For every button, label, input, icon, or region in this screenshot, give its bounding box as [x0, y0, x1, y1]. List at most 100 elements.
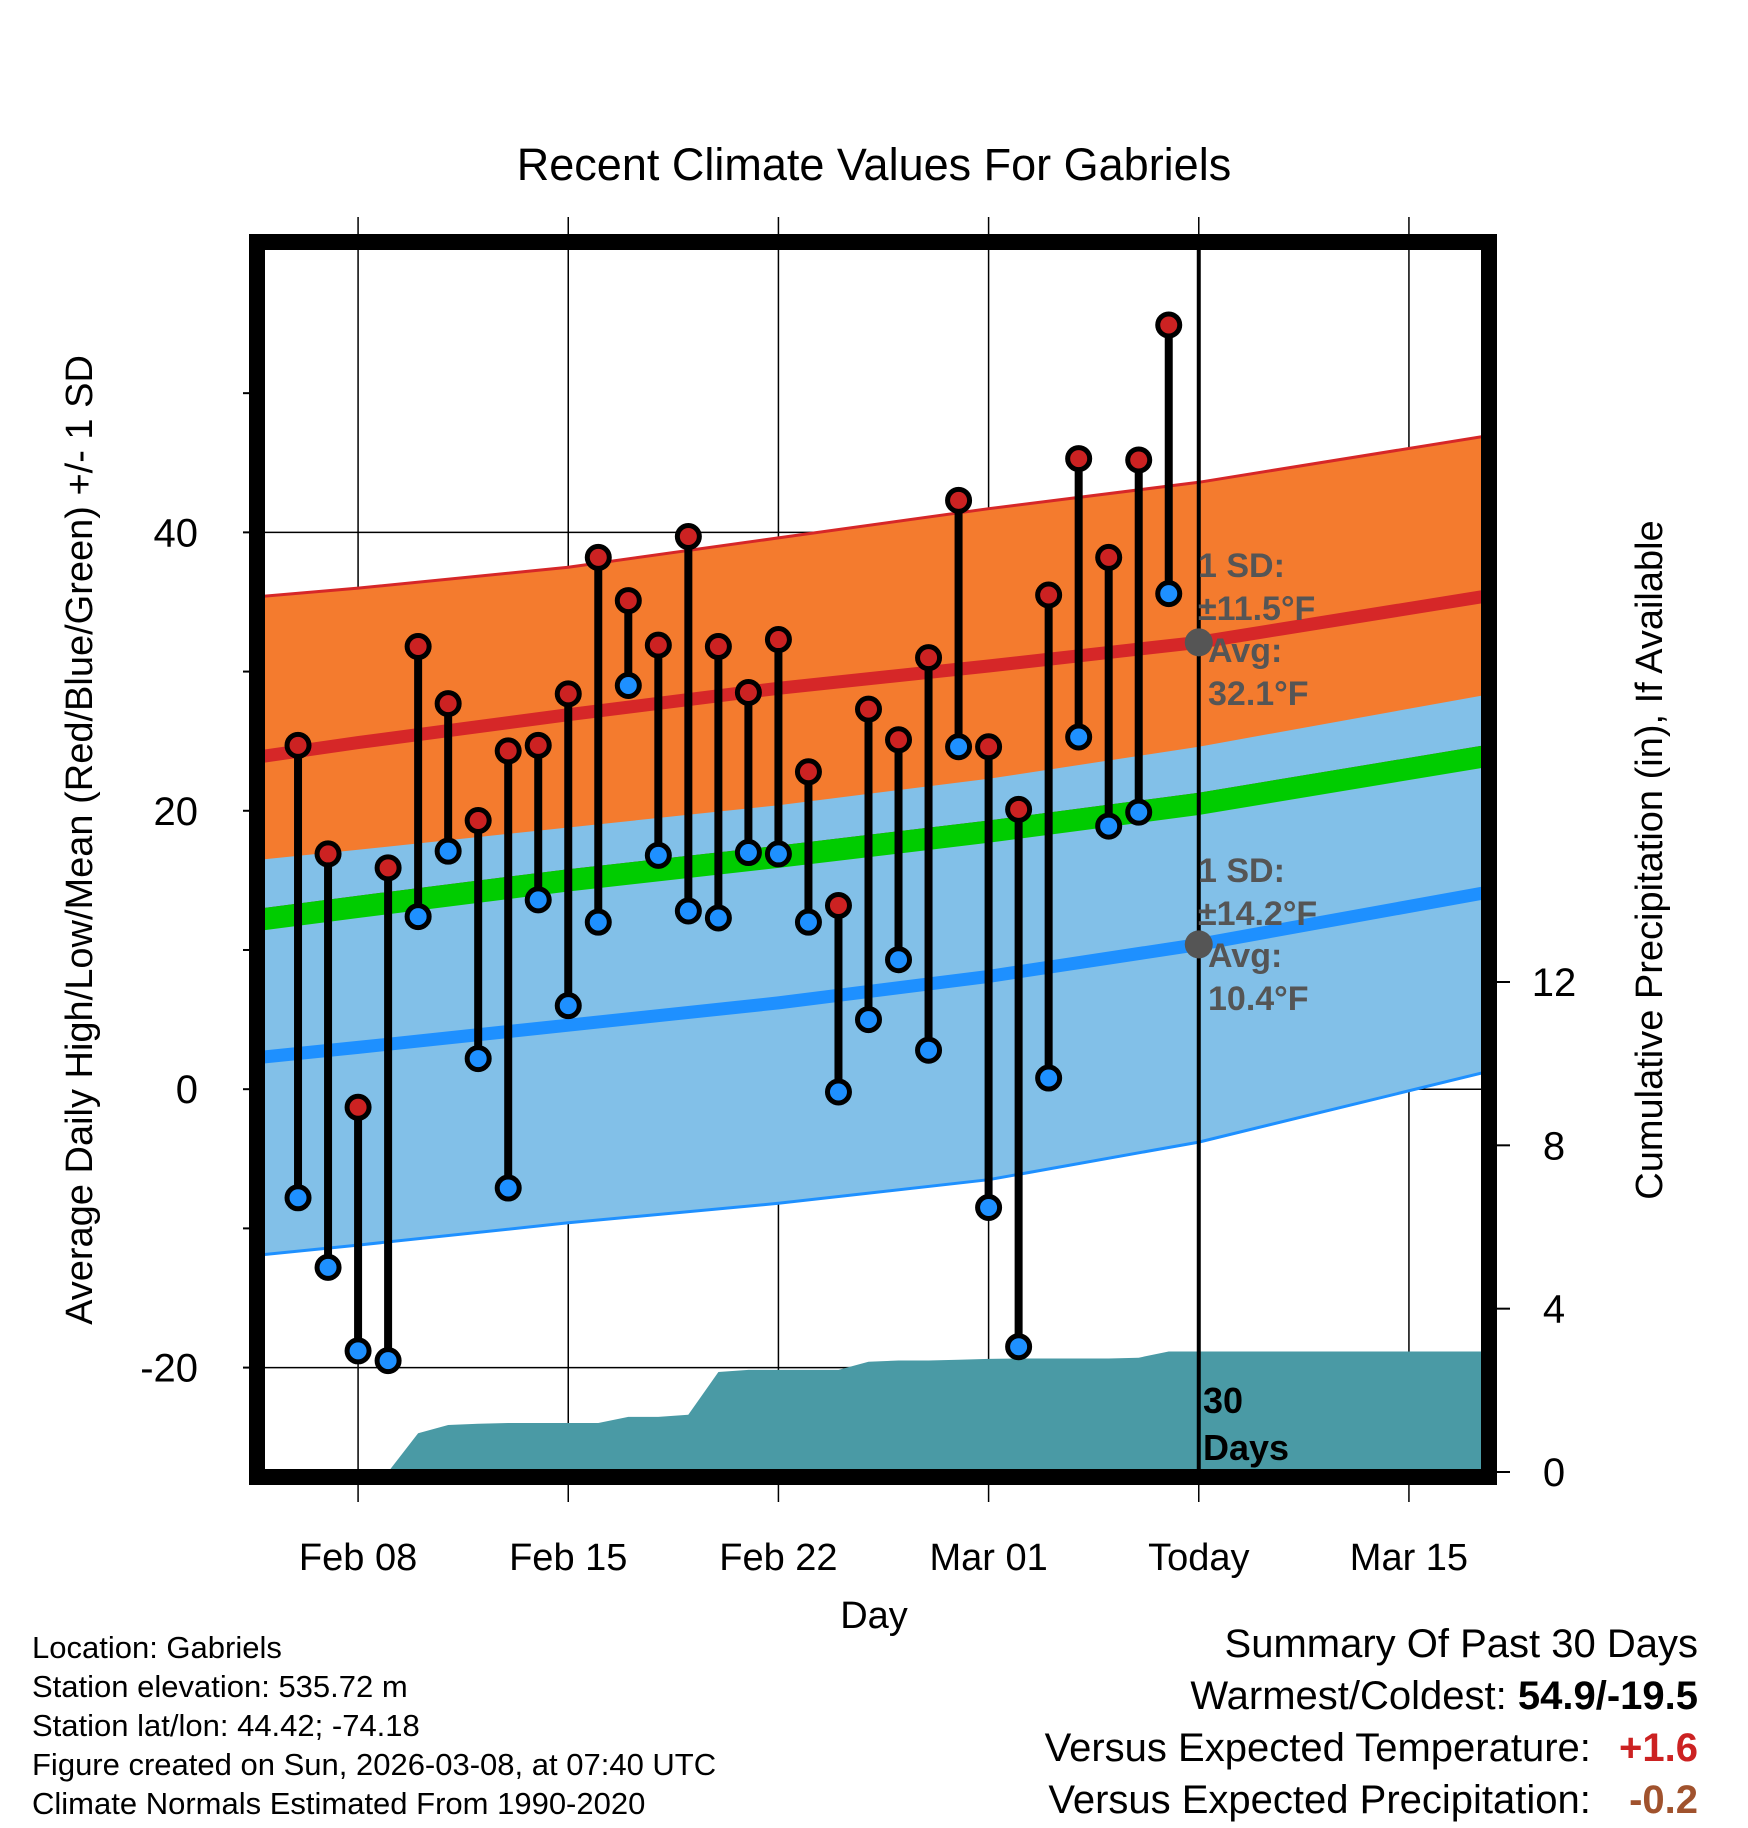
- daily-low-point: [975, 1194, 1003, 1222]
- days-word: Days: [1203, 1427, 1289, 1468]
- y-tick-label: 20: [154, 790, 199, 834]
- x-tick-label: Mar 15: [1350, 1537, 1468, 1579]
- y2-axis-label: Cumulative Precipitation (in), If Availa…: [1629, 520, 1671, 1199]
- low-annotation: 1 SD: ±14.2°F Avg: 10.4°F: [1198, 852, 1317, 1018]
- daily-low-point: [674, 897, 702, 925]
- summary-precip: Versus Expected Precipitation: -0.2: [1045, 1774, 1698, 1826]
- daily-high-point: [344, 1093, 372, 1121]
- plot-frame: [249, 234, 1497, 1485]
- high-avg-value: 32.1°F: [1208, 675, 1309, 713]
- high-avg-marker: [1184, 628, 1213, 657]
- daily-high-point: [1065, 445, 1093, 473]
- y-tick-label: -20: [140, 1347, 198, 1391]
- days-count: 30: [1203, 1380, 1243, 1421]
- x-tick-label: Today: [1148, 1537, 1249, 1579]
- daily-high-point: [284, 731, 312, 759]
- daily-high-point: [915, 644, 943, 672]
- daily-high-point: [494, 737, 522, 765]
- precip-area: [292, 1351, 1484, 1472]
- precip-value: -0.2: [1629, 1778, 1698, 1822]
- daily-low-point: [464, 1045, 492, 1073]
- axes: -20 0 20 40 0 4 8 12 Feb 08 Feb 15 Feb 22 Mar 01 Tod…: [140, 392, 1577, 1579]
- daily-high-point: [1035, 581, 1063, 609]
- daily-low-point: [945, 733, 973, 761]
- low-avg-marker: [1184, 930, 1213, 959]
- normals-text: Climate Normals Estimated From 1990-2020: [32, 1786, 646, 1821]
- y2-tick-label: 0: [1543, 1451, 1565, 1495]
- daily-high-point: [434, 690, 462, 718]
- y-axis-label: Average Daily High/Low/Mean (Red/Blue/Gr…: [59, 355, 101, 1325]
- warmest-value: 54.9/-19.5: [1517, 1674, 1698, 1718]
- summary-warmest: Warmest/Coldest: 54.9/-19.5: [1045, 1670, 1698, 1722]
- daily-high-point: [885, 726, 913, 754]
- daily-high-point: [704, 633, 732, 661]
- low-sd-label: 1 SD:: [1198, 852, 1285, 890]
- daily-low-point: [734, 839, 762, 867]
- precip-label: Versus Expected Precipitation:: [1048, 1778, 1591, 1822]
- daily-low-point: [1125, 798, 1153, 826]
- today-markers: [1184, 247, 1213, 1472]
- temp-label: Versus Expected Temperature:: [1044, 1726, 1591, 1770]
- warmest-label: Warmest/Coldest:: [1190, 1674, 1507, 1718]
- daily-high-point: [854, 695, 882, 723]
- daily-high-point: [975, 733, 1003, 761]
- latlon-text: Station lat/lon: 44.42; -74.18: [32, 1708, 420, 1743]
- daily-high-point: [554, 680, 582, 708]
- daily-high-point: [1095, 543, 1123, 571]
- daily-low-point: [704, 904, 732, 932]
- chart-title: Recent Climate Values For Gabriels: [517, 139, 1231, 190]
- station-info: Location: Gabriels Station elevation: 53…: [32, 1628, 716, 1823]
- daily-low-point: [1155, 580, 1183, 608]
- y2-tick-label: 12: [1532, 961, 1577, 1005]
- temp-value: +1.6: [1619, 1726, 1698, 1770]
- precip-cumulative-area: [292, 1351, 1484, 1472]
- low-avg-value: 10.4°F: [1208, 980, 1309, 1018]
- daily-low-point: [854, 1006, 882, 1034]
- daily-high-point: [374, 854, 402, 882]
- daily-range-bars: [284, 311, 1183, 1375]
- y2-tick-label: 8: [1543, 1124, 1565, 1168]
- daily-high-point: [614, 587, 642, 615]
- high-avg-label: Avg:: [1208, 632, 1282, 670]
- daily-low-point: [614, 671, 642, 699]
- daily-high-point: [764, 626, 792, 654]
- days-annotation: 30 Days: [1203, 1380, 1289, 1468]
- daily-low-point: [764, 840, 792, 868]
- low-sd-value: ±14.2°F: [1198, 895, 1317, 933]
- daily-high-point: [314, 840, 342, 868]
- low-avg-label: Avg:: [1208, 937, 1282, 975]
- daily-high-point: [824, 891, 852, 919]
- daily-low-point: [1095, 812, 1123, 840]
- daily-low-point: [1035, 1064, 1063, 1092]
- daily-high-point: [464, 807, 492, 835]
- daily-low-point: [284, 1184, 312, 1212]
- daily-high-point: [1125, 446, 1153, 474]
- daily-low-point: [885, 946, 913, 974]
- daily-low-point: [434, 837, 462, 865]
- daily-high-point: [945, 486, 973, 514]
- daily-high-point: [1005, 795, 1033, 823]
- daily-low-point: [1065, 723, 1093, 751]
- daily-high-point: [404, 633, 432, 661]
- daily-low-point: [915, 1036, 943, 1064]
- y-tick-label: 0: [176, 1068, 198, 1112]
- daily-low-point: [794, 908, 822, 936]
- daily-high-point: [674, 523, 702, 551]
- daily-high-point: [584, 543, 612, 571]
- daily-low-point: [524, 886, 552, 914]
- summary-temp: Versus Expected Temperature: +1.6: [1045, 1722, 1698, 1774]
- x-tick-label: Feb 22: [719, 1537, 837, 1579]
- daily-high-point: [644, 631, 672, 659]
- created-text: Figure created on Sun, 2026-03-08, at 07…: [32, 1747, 717, 1782]
- high-sd-label: 1 SD:: [1198, 547, 1285, 585]
- daily-high-point: [734, 678, 762, 706]
- daily-low-point: [1005, 1333, 1033, 1361]
- y-tick-label: 40: [154, 511, 199, 555]
- daily-low-point: [584, 908, 612, 936]
- daily-low-point: [824, 1078, 852, 1106]
- x-tick-label: Mar 01: [929, 1537, 1047, 1579]
- location-text: Location: Gabriels: [32, 1630, 282, 1665]
- summary-heading: Summary Of Past 30 Days: [1224, 1622, 1698, 1666]
- y2-tick-label: 4: [1543, 1288, 1565, 1332]
- daily-high-point: [524, 731, 552, 759]
